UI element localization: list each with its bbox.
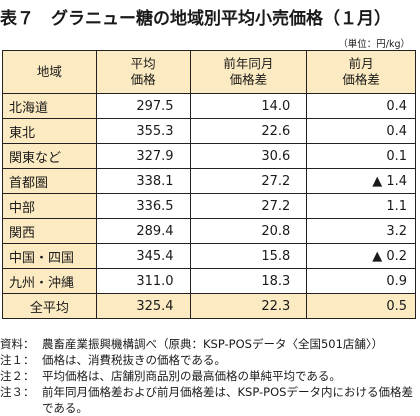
mom-diff-cell: ▲ 0.2 (306, 243, 416, 269)
yoy-diff-cell: 20.8 (189, 218, 308, 244)
note-line: 注３： 前年同月価格差および前月価格差は、KSP-POSデータ内における価格差であ… (0, 384, 418, 416)
region-cell: 全平均 (2, 293, 97, 319)
yoy-diff-cell: 14.0 (189, 93, 308, 119)
header-text: 価格差 (342, 72, 380, 87)
yoy-diff-cell: 30.6 (189, 143, 308, 169)
price-cell: 327.9 (95, 143, 191, 169)
table-row: 首都圏 338.1 27.2 ▲ 1.4 (2, 168, 416, 194)
mom-diff-cell: 1.1 (306, 193, 416, 219)
header-region: 地域 (2, 50, 97, 94)
yoy-diff-cell: 18.3 (189, 268, 308, 294)
mom-diff-cell: 0.4 (306, 118, 416, 144)
yoy-diff-cell: 27.2 (189, 168, 308, 194)
header-text: 価格 (130, 72, 156, 87)
yoy-diff-cell: 22.6 (189, 118, 308, 144)
table-row: 関西 289.4 20.8 3.2 (2, 218, 416, 244)
price-cell: 297.5 (95, 93, 191, 119)
note-line: 注２： 平均価格は、店舗別商品別の最高価格の単純平均である。 (0, 368, 418, 384)
header-text: 地域 (36, 64, 62, 79)
mom-diff-cell: 0.1 (306, 143, 416, 169)
price-cell: 289.4 (95, 218, 191, 244)
total-row: 全平均 325.4 22.3 0.5 (2, 293, 416, 319)
table-row: 九州・沖縄 311.0 18.3 0.9 (2, 268, 416, 294)
note-text: 前年同月価格差および前月価格差は、KSP-POSデータ内における価格差である。 (42, 385, 413, 415)
unit-label: （単位：円/kg） (338, 39, 410, 50)
header-text: 前月 (348, 56, 374, 71)
table-row: 中部 336.5 27.2 1.1 (2, 193, 416, 219)
note-text: 価格は、消費税抜きの価格である。 (42, 353, 226, 367)
header-row: 地域 平均 価格 前年同月 価格差 前月 価格差 (2, 50, 416, 94)
price-cell: 336.5 (95, 193, 191, 219)
region-cell: 中国・四国 (2, 243, 97, 269)
yoy-diff-cell: 22.3 (189, 293, 308, 319)
region-cell: 東北 (2, 118, 97, 144)
note-label: 注３： (0, 385, 35, 399)
table-title: 表７ グラニュー糖の地域別平均小売価格（１月） (0, 9, 391, 29)
note-text: 平均価格は、店舗別商品別の最高価格の単純平均である。 (42, 369, 341, 383)
note-label: 資料： (0, 337, 35, 351)
price-cell: 325.4 (95, 293, 191, 319)
region-cell: 関西 (2, 218, 97, 244)
region-cell: 首都圏 (2, 168, 97, 194)
table-row: 東北 355.3 22.6 0.4 (2, 118, 416, 144)
note-line: 資料： 農畜産業振興機構調べ（原典：KSP-POSデータ〈全国501店舗〉） (0, 336, 418, 352)
price-cell: 355.3 (95, 118, 191, 144)
notes: 資料： 農畜産業振興機構調べ（原典：KSP-POSデータ〈全国501店舗〉） 注１：… (0, 336, 418, 416)
price-cell: 338.1 (95, 168, 191, 194)
header-text: 平均 (130, 56, 156, 71)
price-table: 地域 平均 価格 前年同月 価格差 前月 価格差 北海道 297.5 14.0 0.4 東北 3… (2, 50, 416, 319)
note-text: 農畜産業振興機構調べ（原典：KSP-POSデータ〈全国501店舗〉） (42, 337, 384, 351)
mom-diff-cell: ▲ 1.4 (306, 168, 416, 194)
mom-diff-cell: 0.9 (306, 268, 416, 294)
header-mom: 前月 価格差 (306, 50, 416, 94)
header-text: 価格差 (229, 72, 268, 87)
header-price: 平均 価格 (95, 50, 191, 94)
mom-diff-cell: 3.2 (306, 218, 416, 244)
mom-diff-cell: 0.5 (306, 293, 416, 319)
header-yoy: 前年同月 価格差 (189, 50, 308, 94)
mom-diff-cell: 0.4 (306, 93, 416, 119)
note-label: 注２： (0, 369, 35, 383)
table-row: 中国・四国 345.4 15.8 ▲ 0.2 (2, 243, 416, 269)
region-cell: 中部 (2, 193, 97, 219)
yoy-diff-cell: 15.8 (189, 243, 308, 269)
yoy-diff-cell: 27.2 (189, 193, 308, 219)
region-cell: 関東など (2, 143, 97, 169)
note-label: 注１： (0, 353, 35, 367)
header-text: 前年同月 (223, 56, 274, 71)
note-line: 注１： 価格は、消費税抜きの価格である。 (0, 352, 418, 368)
table-row: 北海道 297.5 14.0 0.4 (2, 93, 416, 119)
region-cell: 北海道 (2, 93, 97, 119)
table-row: 関東など 327.9 30.6 0.1 (2, 143, 416, 169)
region-cell: 九州・沖縄 (2, 268, 97, 294)
price-cell: 345.4 (95, 243, 191, 269)
price-cell: 311.0 (95, 268, 191, 294)
